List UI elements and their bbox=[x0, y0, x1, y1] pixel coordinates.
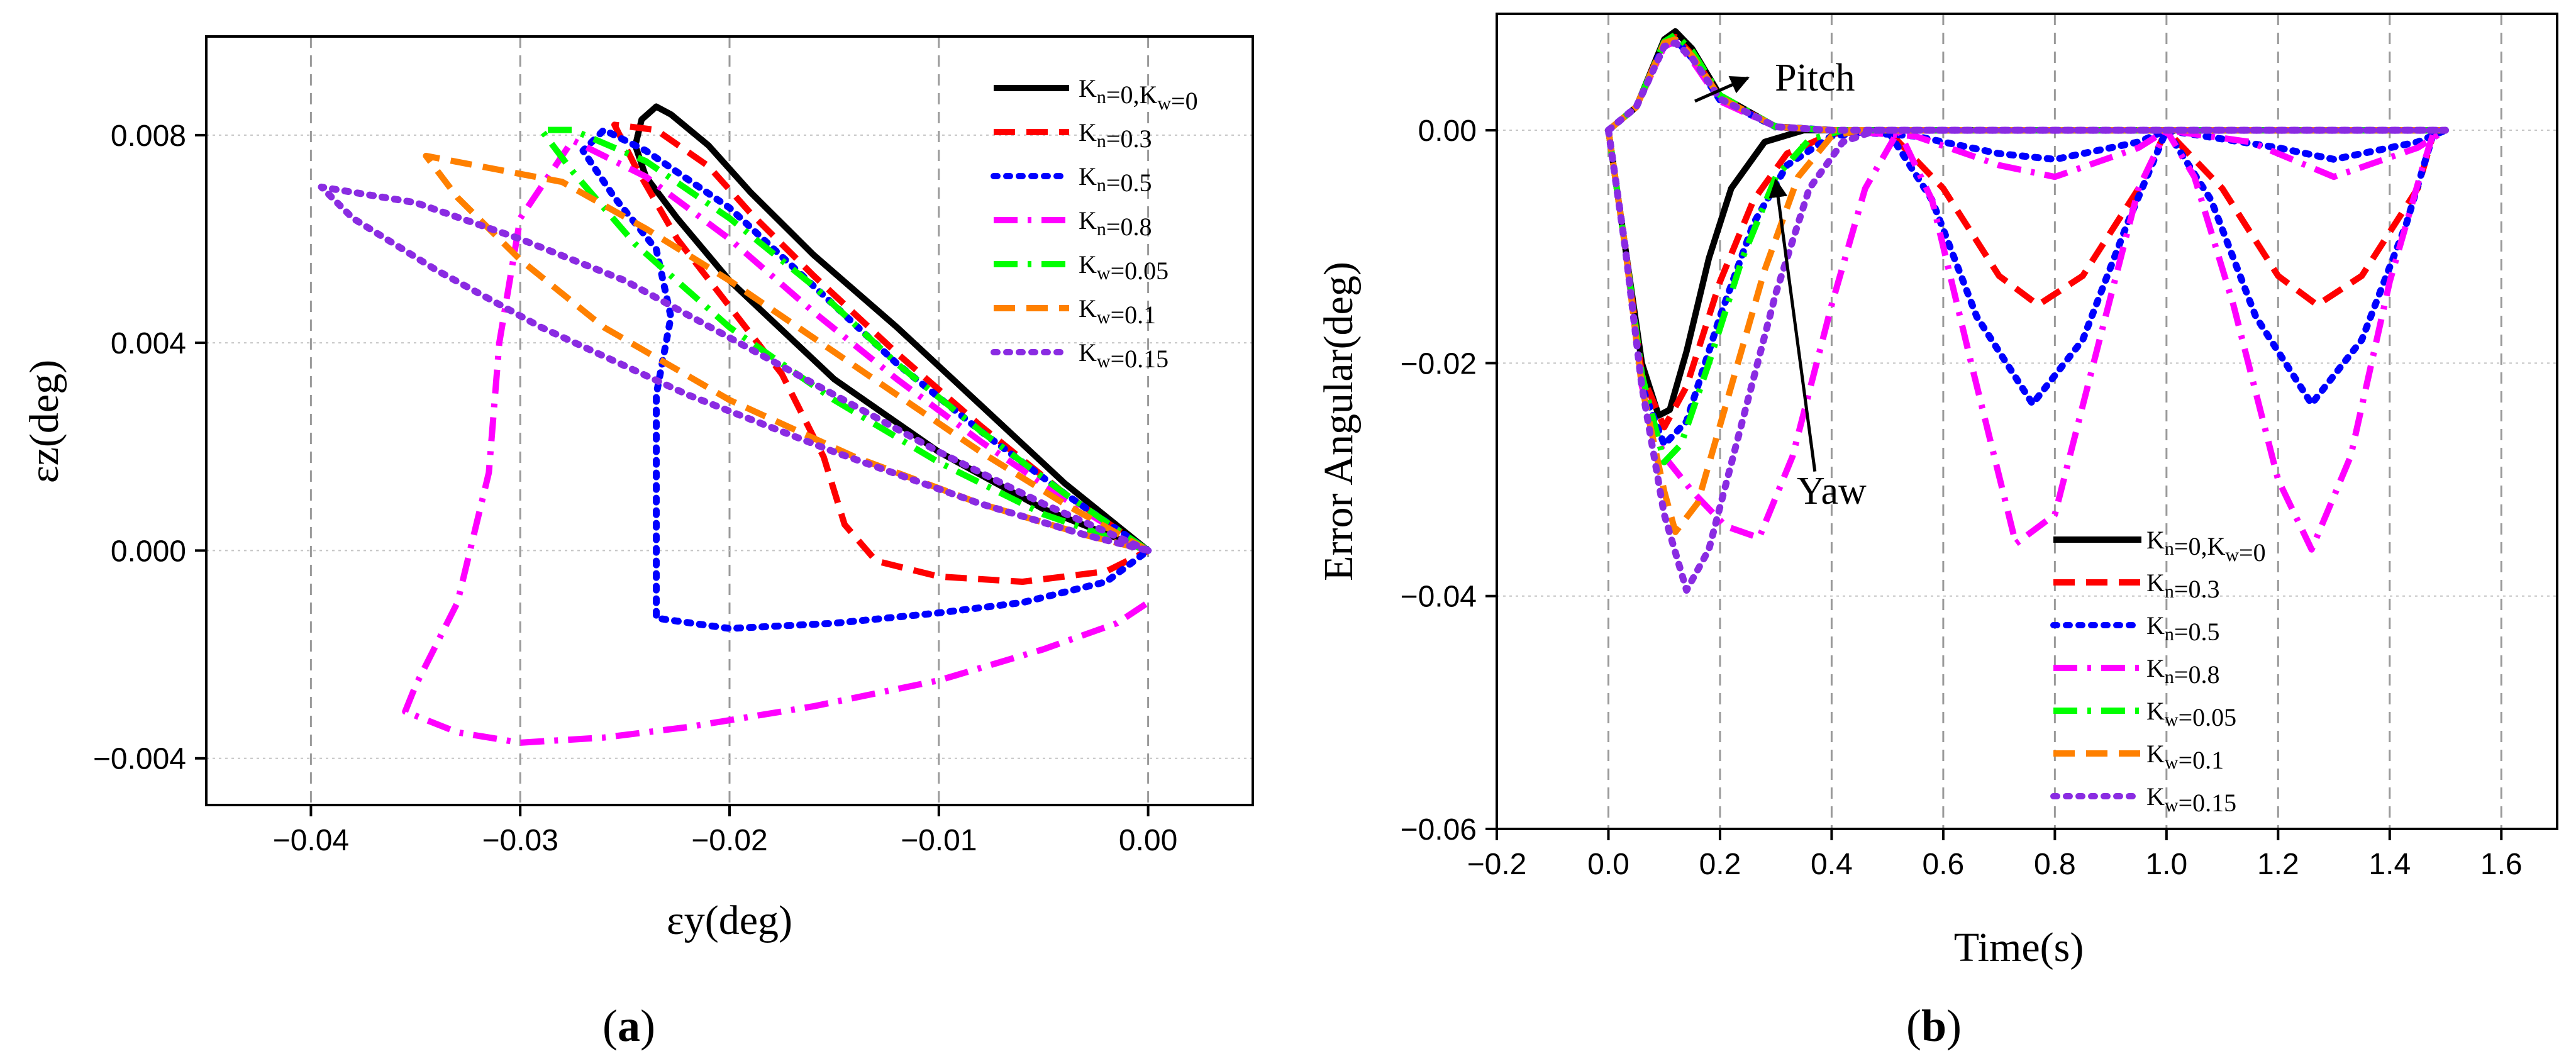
plot-area bbox=[1605, 28, 2449, 594]
legend-label: Kw=0.05 bbox=[1079, 250, 1169, 285]
x-tick-label: −0.03 bbox=[482, 824, 558, 857]
series-line-kn-0-8-yaw bbox=[1605, 127, 2438, 553]
y-tick-label: −0.02 bbox=[1401, 347, 1477, 381]
y-axis-label: εz(deg) bbox=[21, 360, 67, 483]
x-tick-label: 1.4 bbox=[2368, 848, 2411, 881]
y-tick-label: −0.004 bbox=[93, 743, 186, 776]
y-tick-label: 0.00 bbox=[1418, 114, 1477, 148]
series-line-kw-0-05 bbox=[538, 126, 1150, 554]
y-axis-label: Error Angular(deg) bbox=[1316, 262, 1362, 581]
legend-label: Kw=0.15 bbox=[2146, 782, 2236, 817]
panel-b-label: (b) bbox=[1906, 1001, 1962, 1051]
legend-label: Kn=0.5 bbox=[2146, 611, 2219, 646]
y-tick-label: 0.004 bbox=[111, 327, 186, 360]
x-tick-label: 0.8 bbox=[2034, 848, 2076, 881]
series-line-kn-0-kw-0-pitch bbox=[1606, 28, 2446, 134]
series-line-kn-0-3-yaw bbox=[1605, 127, 2438, 431]
x-tick-label: −0.2 bbox=[1467, 848, 1527, 881]
x-tick-label: 0.6 bbox=[1923, 848, 1965, 881]
x-tick-label: 0.2 bbox=[1699, 848, 1741, 881]
panel-a-label: (a) bbox=[602, 1001, 655, 1051]
legend-label: Kn=0.8 bbox=[2146, 654, 2219, 689]
legend-label: Kw=0.05 bbox=[2146, 697, 2236, 731]
x-tick-label: −0.04 bbox=[273, 824, 349, 857]
series-line-kw-0-15-yaw bbox=[1605, 126, 2449, 594]
x-tick-label: 1.6 bbox=[2480, 848, 2523, 881]
legend-label: Kn=0.3 bbox=[2146, 569, 2219, 603]
legend-label: Kw=0.15 bbox=[1079, 338, 1169, 373]
legend-label: Kn=0,Kw=0 bbox=[2146, 526, 2266, 567]
chart-panel-a: −0.04 −0.03 −0.02 −0.01 0.00 −0.004 0.000 0.004… bbox=[21, 35, 1254, 943]
y-tick-label: 0.000 bbox=[111, 535, 186, 568]
legend-label: Kn=0,Kw=0 bbox=[1079, 74, 1198, 115]
series-line-kn-0-3 bbox=[611, 121, 1150, 585]
series-line-kw-0-1 bbox=[423, 152, 1150, 554]
legend-label: Kn=0.5 bbox=[1079, 162, 1152, 197]
axes-frame bbox=[1496, 13, 2558, 830]
legend-label: Kw=0.1 bbox=[2146, 740, 2224, 774]
series-line-kw-0-15-pitch bbox=[1605, 39, 2449, 134]
x-tick-label: 0.00 bbox=[1119, 824, 1177, 857]
legend-label: Kw=0.1 bbox=[1079, 294, 1156, 329]
x-tick-label: −0.02 bbox=[691, 824, 767, 857]
x-axis-label: εy(deg) bbox=[667, 897, 792, 943]
y-tick-label: 0.008 bbox=[111, 119, 186, 153]
series-line-kw-0-1-yaw bbox=[1605, 127, 2446, 535]
series-line-kn-0-5-pitch bbox=[1605, 36, 2449, 163]
annotation-arrow bbox=[1768, 178, 1817, 472]
x-tick-label: 0.0 bbox=[1587, 848, 1629, 881]
x-axis-label: Time(s) bbox=[1954, 925, 2084, 970]
annotation-pitch: Pitch bbox=[1775, 57, 1855, 99]
y-tick-label: −0.04 bbox=[1401, 580, 1477, 614]
y-tick-label: −0.06 bbox=[1401, 813, 1477, 847]
series-line-kn-0-kw-0 bbox=[632, 103, 1150, 554]
series-line-kn-0-8 bbox=[402, 137, 1150, 746]
series-line-kw-0-15 bbox=[318, 183, 1152, 554]
x-tick-label: 1.2 bbox=[2257, 848, 2299, 881]
annotation-yaw: Yaw bbox=[1797, 470, 1867, 513]
legend-label: Kn=0.8 bbox=[1079, 206, 1152, 241]
x-tick-label: 0.4 bbox=[1811, 848, 1853, 881]
x-tick-label: −0.01 bbox=[901, 824, 977, 857]
plot-area bbox=[318, 103, 1152, 746]
x-tick-label: 1.0 bbox=[2145, 848, 2187, 881]
series-line-kn-0-5-yaw bbox=[1605, 126, 2438, 448]
chart-panel-b: −0.2 0.0 0.2 0.4 0.6 0.8 1.0 1.2 1.4 1.6 −0.06 −0.0… bbox=[1316, 13, 2558, 970]
legend-label: Kn=0.3 bbox=[1079, 118, 1152, 153]
annotation-arrow bbox=[1694, 75, 1750, 103]
